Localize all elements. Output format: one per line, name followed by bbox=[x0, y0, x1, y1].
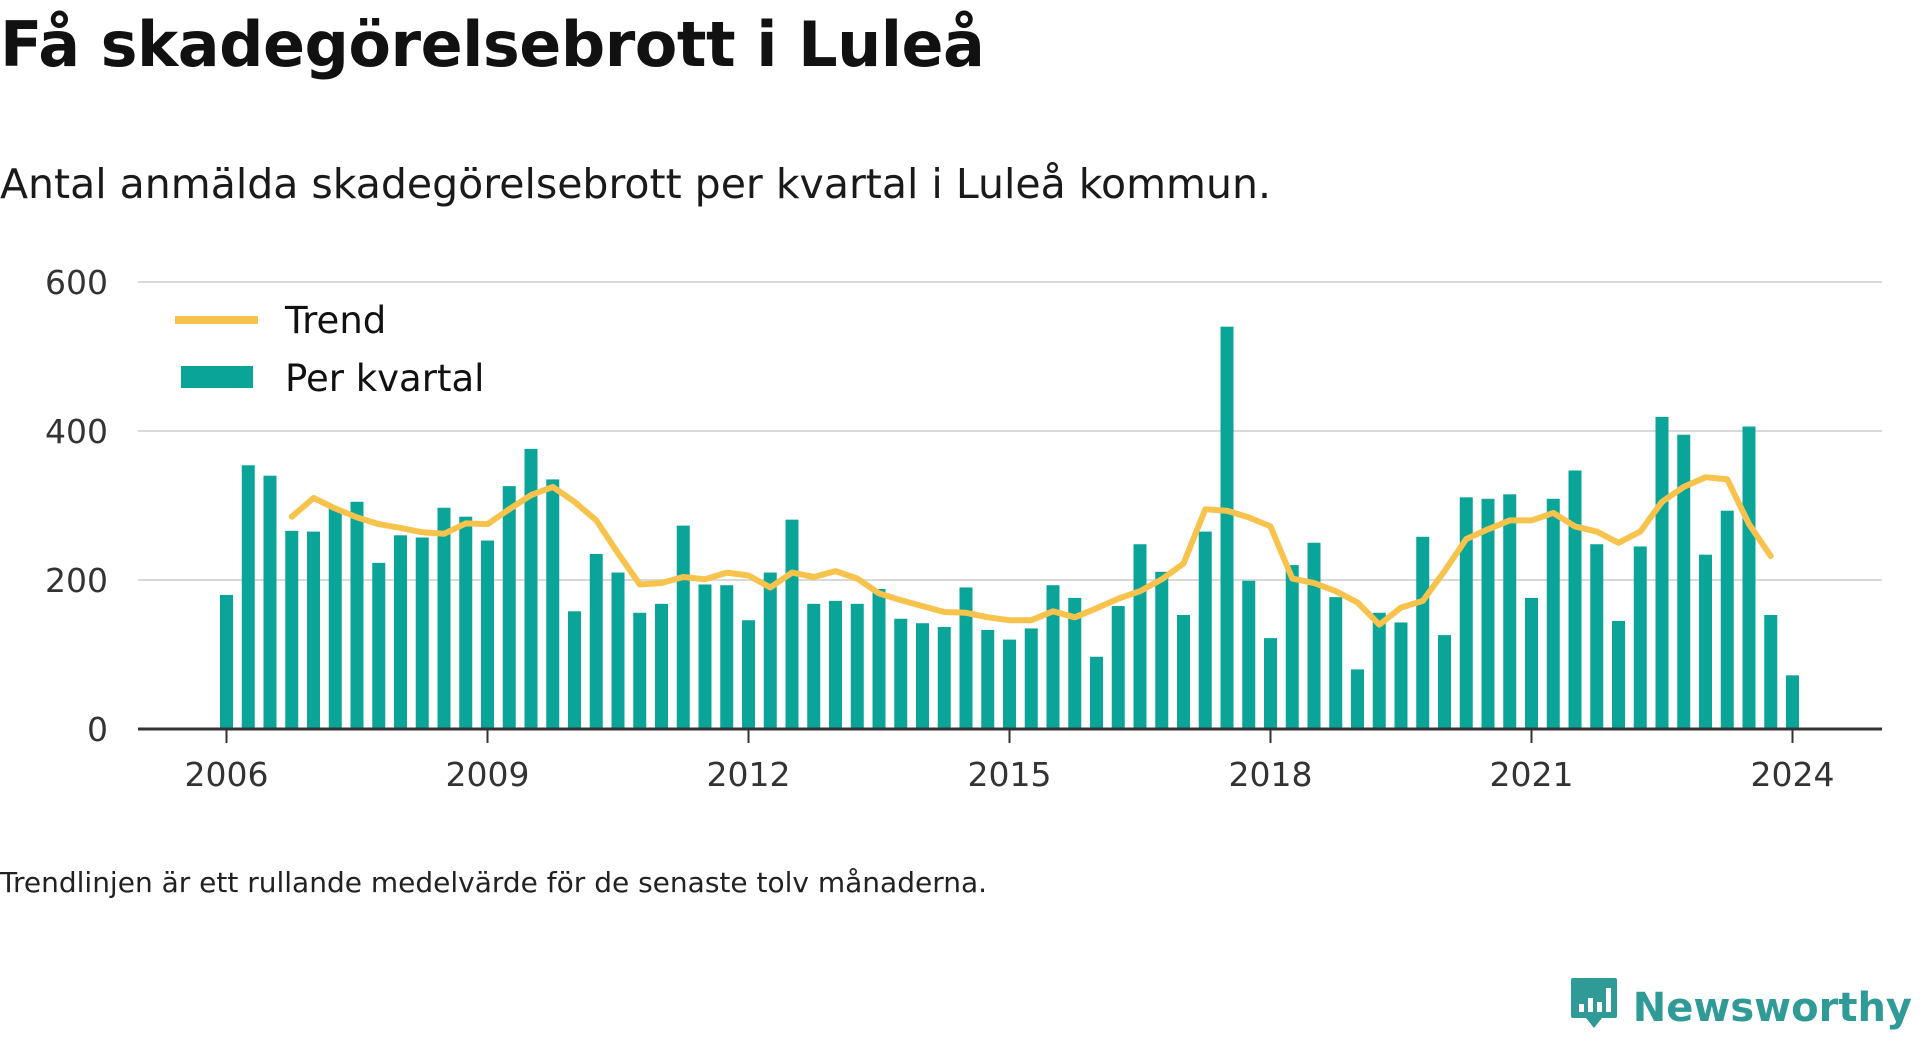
bar bbox=[589, 553, 603, 729]
y-axis-tick-labels: 0 200 400 600 bbox=[45, 263, 108, 749]
bar bbox=[1786, 675, 1799, 729]
bar bbox=[1525, 597, 1538, 729]
bar bbox=[502, 486, 516, 729]
bar bbox=[937, 626, 951, 729]
bar bbox=[1307, 542, 1321, 729]
brand: Newsworthy bbox=[1569, 978, 1912, 1036]
bar bbox=[437, 507, 451, 729]
bar bbox=[1329, 597, 1343, 729]
bar bbox=[633, 612, 647, 729]
bar bbox=[1264, 638, 1277, 729]
bar bbox=[1699, 554, 1712, 729]
bar bbox=[1068, 597, 1082, 729]
y-tick-label: 600 bbox=[45, 263, 108, 302]
bar bbox=[328, 508, 342, 729]
bar bbox=[1742, 426, 1756, 729]
bar bbox=[394, 535, 407, 729]
legend: Trend Per kvartal bbox=[175, 299, 484, 400]
bar bbox=[1612, 620, 1625, 729]
bar bbox=[1394, 622, 1408, 729]
bar bbox=[372, 562, 386, 729]
bar bbox=[1438, 635, 1451, 729]
bar bbox=[763, 572, 777, 729]
bar bbox=[1481, 498, 1495, 729]
bar bbox=[1285, 565, 1299, 729]
bar bbox=[1677, 434, 1691, 729]
footnote: Trendlinjen är ett rullande medelvärde f… bbox=[0, 866, 988, 899]
bar bbox=[829, 600, 842, 729]
x-axis-ticks: 2006 2009 2012 2015 2018 2021 2024 bbox=[185, 729, 1835, 794]
brand-name: Newsworthy bbox=[1632, 985, 1912, 1031]
bar bbox=[1720, 510, 1734, 729]
bar bbox=[220, 594, 233, 729]
newsworthy-logo-icon bbox=[1569, 976, 1619, 1040]
bar bbox=[785, 519, 799, 729]
bar bbox=[524, 448, 538, 729]
bar bbox=[285, 530, 299, 729]
bar bbox=[241, 465, 255, 729]
bar bbox=[894, 618, 908, 729]
bar bbox=[1372, 612, 1386, 729]
chart-subtitle: Antal anmälda skadegörelsebrott per kvar… bbox=[0, 160, 1271, 208]
bar bbox=[263, 475, 277, 729]
x-tick-label: 2024 bbox=[1751, 755, 1835, 794]
bar bbox=[1155, 571, 1169, 729]
x-tick-label: 2021 bbox=[1490, 755, 1574, 794]
chart-title: Få skadegörelsebrott i Luleå bbox=[0, 8, 985, 81]
bar bbox=[415, 537, 429, 729]
bar bbox=[1177, 615, 1190, 729]
x-tick-label: 2015 bbox=[968, 755, 1052, 794]
bar bbox=[1351, 669, 1364, 729]
x-tick-label: 2012 bbox=[707, 755, 791, 794]
y-tick-label: 200 bbox=[45, 561, 108, 600]
bar bbox=[720, 585, 734, 729]
bar bbox=[568, 611, 581, 729]
bar bbox=[698, 584, 712, 729]
legend-trend-label: Trend bbox=[284, 299, 386, 342]
bar bbox=[1111, 606, 1125, 729]
y-tick-label: 0 bbox=[87, 710, 108, 749]
bar bbox=[1416, 536, 1430, 729]
bar bbox=[981, 629, 995, 729]
y-tick-label: 400 bbox=[45, 412, 108, 451]
bar bbox=[807, 603, 821, 729]
bar bbox=[1133, 544, 1147, 729]
bar bbox=[850, 603, 864, 729]
bar bbox=[676, 525, 690, 729]
bar bbox=[350, 501, 364, 729]
bar bbox=[1024, 628, 1038, 729]
bar bbox=[481, 540, 494, 729]
bar bbox=[307, 531, 320, 729]
bar bbox=[1220, 326, 1234, 729]
bar bbox=[1568, 470, 1582, 729]
bar bbox=[1090, 656, 1103, 729]
legend-bar-label: Per kvartal bbox=[285, 357, 484, 400]
bar bbox=[611, 572, 625, 729]
bar bbox=[459, 516, 473, 729]
bar bbox=[1633, 546, 1647, 729]
x-tick-label: 2006 bbox=[185, 755, 269, 794]
bar bbox=[1198, 531, 1212, 729]
trend-line bbox=[288, 474, 1774, 628]
bar bbox=[546, 479, 560, 729]
bar bbox=[1046, 585, 1060, 729]
bar bbox=[655, 603, 668, 729]
bar bbox=[872, 588, 886, 729]
bar bbox=[1242, 580, 1256, 729]
bar bbox=[959, 587, 973, 729]
bar bbox=[1003, 639, 1016, 729]
bar bbox=[1764, 615, 1778, 729]
bar bbox=[1503, 494, 1517, 729]
bar bbox=[916, 623, 929, 729]
bar bbox=[742, 620, 755, 729]
legend-bar-swatch bbox=[181, 366, 253, 388]
bar bbox=[1546, 498, 1560, 729]
x-tick-label: 2018 bbox=[1229, 755, 1313, 794]
x-tick-label: 2009 bbox=[446, 755, 530, 794]
bar bbox=[1590, 544, 1604, 729]
bar bbox=[1655, 416, 1669, 729]
bar bbox=[1459, 497, 1473, 729]
